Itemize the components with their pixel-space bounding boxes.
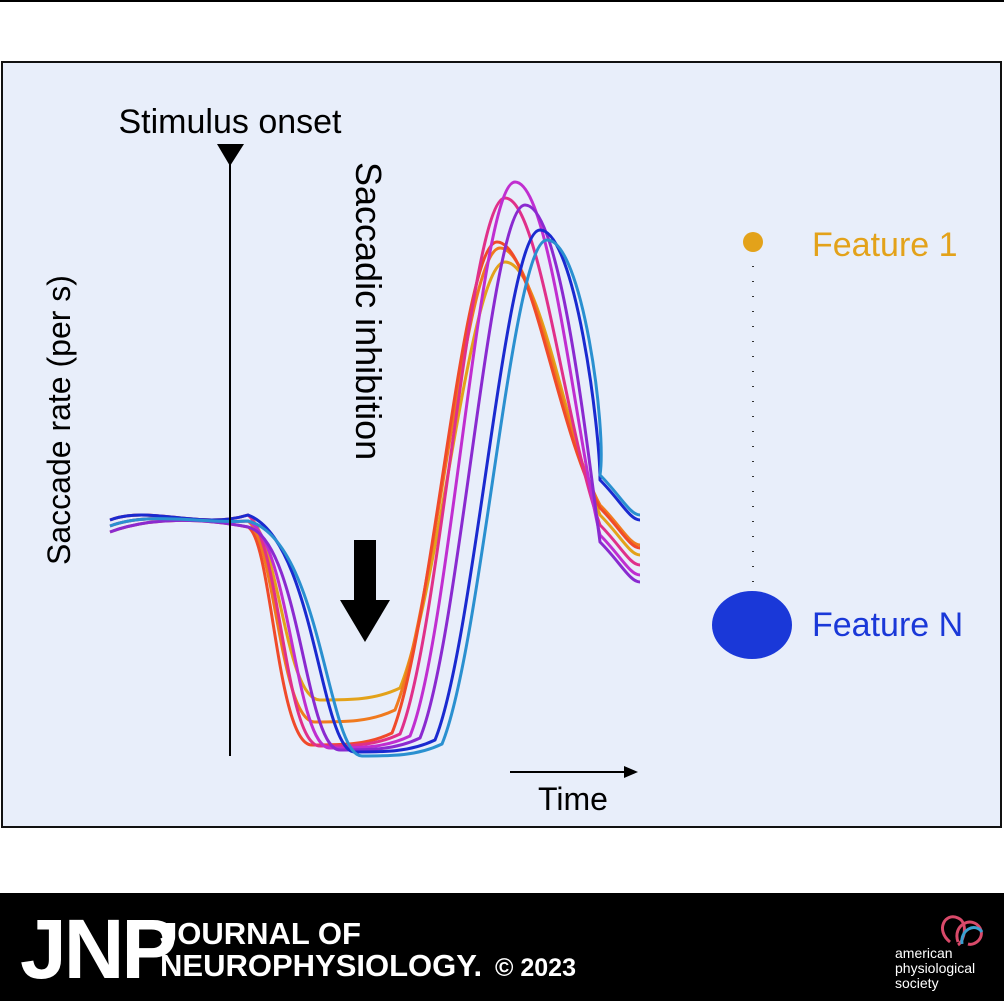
curves — [109, 180, 641, 758]
legend-label: Feature N — [812, 606, 963, 644]
arrow-shaft — [354, 540, 376, 602]
footer-band — [0, 893, 1004, 1001]
society-name: society — [895, 975, 939, 991]
stimulus-marker — [217, 144, 244, 166]
society-logo — [960, 926, 984, 945]
rate-curve — [109, 240, 641, 747]
journal-abbr: JNP — [20, 902, 175, 996]
rate-curve — [109, 203, 641, 752]
society-name: american — [895, 945, 953, 961]
society-name: physiological — [895, 960, 975, 976]
panel — [1, 61, 1002, 828]
journal-name: JOURNAL OF — [160, 916, 361, 951]
legend-label: Feature 1 — [812, 226, 958, 264]
inhibition-label: Saccadic inhibition — [348, 162, 389, 460]
legend-large-dot — [712, 591, 792, 659]
rate-curve — [109, 238, 641, 758]
time-arrow-head — [624, 766, 638, 778]
rate-curve — [109, 228, 641, 754]
journal-name: NEUROPHYSIOLOGY. — [160, 948, 482, 983]
y-axis-label: Saccade rate (per s) — [41, 275, 77, 565]
stimulus-label: Stimulus onset — [119, 103, 343, 141]
x-axis-label: Time — [538, 781, 608, 817]
arrow-head — [340, 600, 390, 642]
legend-small-dot — [743, 232, 763, 252]
copyright: © 2023 — [495, 954, 576, 982]
